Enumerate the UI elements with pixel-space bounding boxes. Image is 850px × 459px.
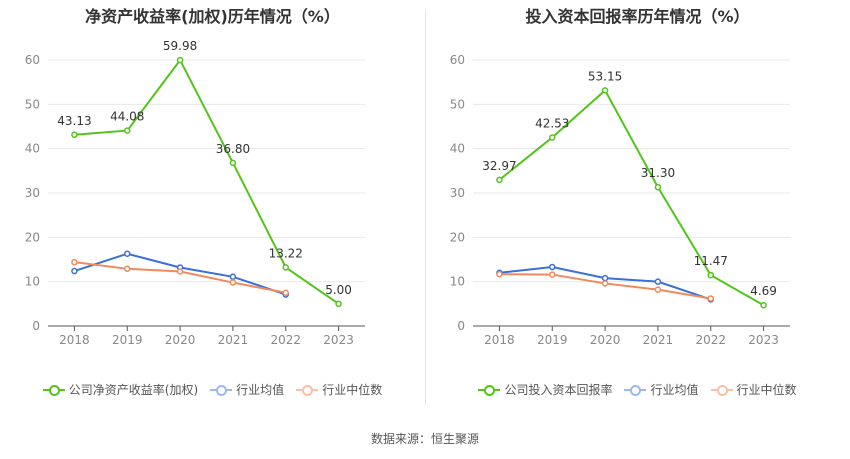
roe-chart-plot: 0 10 20 30 40 50 60 2018 2019 2020 2021 2022 2023 43.… — [25, 39, 365, 347]
data-point — [71, 267, 78, 275]
y-tick-label: 40 — [450, 142, 465, 156]
legend-swatch-company — [42, 384, 65, 396]
legend-swatch-industry-mean — [210, 384, 233, 396]
data-point — [335, 300, 342, 308]
x-tick-label: 2020 — [165, 333, 196, 347]
data-point — [229, 273, 237, 281]
data-point — [71, 131, 78, 139]
data-label: 32.97 — [482, 159, 516, 173]
legend-item-industry-median[interactable]: 行业中位数 — [710, 381, 797, 398]
y-tick-label: 30 — [25, 186, 40, 200]
legend-label: 行业均值 — [236, 383, 285, 397]
series-line — [498, 88, 765, 307]
data-label: 59.98 — [163, 39, 197, 53]
data-point — [124, 250, 131, 257]
data-point — [282, 264, 289, 271]
data-point — [549, 134, 556, 141]
x-tick-label: 2019 — [112, 333, 143, 347]
roe-chart-panel: 净资产收益率(加权)历年情况（%） 0 10 20 30 40 50 60 2018 2019 2… — [0, 0, 425, 410]
data-point — [124, 265, 131, 273]
data-point — [229, 159, 237, 167]
data-point — [654, 183, 662, 191]
data-point — [549, 263, 556, 271]
x-tick-label: 2021 — [643, 333, 674, 347]
data-point — [176, 56, 184, 64]
roic-chart-panel: 投入资本回报率历年情况（%） 0 10 20 30 40 50 60 2018 2019 2020… — [425, 0, 850, 410]
legend-item-industry-median[interactable]: 行业中位数 — [296, 381, 382, 398]
data-label: 11.47 — [694, 254, 728, 268]
data-label: 43.13 — [57, 114, 91, 128]
chart-title: 投入资本回报率历年情况（%） — [525, 7, 750, 26]
data-point — [654, 286, 662, 293]
data-point — [707, 295, 714, 302]
chart-title: 净资产收益率(加权)历年情况（%） — [85, 7, 340, 26]
legend-swatch-industry-median — [296, 384, 319, 396]
data-point — [760, 301, 767, 309]
x-tick-label: 2022 — [270, 333, 301, 347]
legend-item-industry-mean[interactable]: 行业均值 — [210, 381, 284, 398]
x-tick-label: 2018 — [59, 333, 90, 347]
legend-item-company[interactable]: 公司净资产收益率(加权) — [42, 381, 199, 398]
y-tick-label: 0 — [457, 319, 465, 333]
legend-item-industry-mean[interactable]: 行业均值 — [624, 381, 699, 398]
legend-swatch-industry-median — [710, 384, 733, 396]
data-point — [176, 268, 184, 275]
y-tick-label: 60 — [450, 53, 465, 67]
data-label: 5.00 — [325, 283, 352, 297]
data-point — [124, 127, 131, 134]
data-point — [282, 289, 289, 296]
data-point — [229, 279, 237, 286]
legend-label: 行业均值 — [650, 383, 699, 397]
data-point — [549, 271, 556, 278]
y-tick-label: 40 — [25, 142, 40, 156]
y-tick-label: 50 — [450, 97, 465, 111]
data-point — [601, 280, 609, 287]
x-tick-label: 2021 — [218, 333, 249, 347]
chart-legend: 公司投入资本回报率 行业均值 行业中位数 — [425, 381, 850, 398]
legend-label: 公司净资产收益率(加权) — [68, 383, 199, 397]
legend-swatch-industry-mean — [624, 384, 647, 396]
data-label: 31.30 — [641, 166, 675, 180]
data-point — [71, 258, 78, 266]
data-point — [601, 87, 609, 94]
y-tick-label: 50 — [25, 97, 40, 111]
data-point — [654, 278, 662, 285]
y-tick-label: 0 — [32, 319, 40, 333]
data-point — [601, 274, 609, 282]
y-tick-label: 30 — [450, 186, 465, 200]
data-point — [707, 271, 714, 279]
data-label: 53.15 — [588, 69, 622, 83]
data-source-note: 数据来源：恒生聚源 — [370, 432, 479, 446]
legend-item-company[interactable]: 公司投入资本回报率 — [478, 381, 612, 398]
data-point — [496, 176, 503, 184]
x-tick-label: 2023 — [748, 333, 779, 347]
legend-label: 行业中位数 — [322, 383, 383, 397]
x-tick-label: 2019 — [537, 333, 568, 347]
x-tick-label: 2023 — [323, 333, 354, 347]
y-tick-label: 60 — [25, 53, 40, 67]
data-label: 13.22 — [269, 246, 303, 260]
y-tick-label: 10 — [25, 275, 40, 289]
legend-label: 行业中位数 — [736, 383, 797, 397]
y-tick-label: 20 — [25, 230, 40, 244]
series-line — [74, 58, 340, 305]
chart-legend: 公司净资产收益率(加权) 行业均值 行业中位数 — [0, 381, 425, 398]
x-tick-label: 2018 — [484, 333, 515, 347]
legend-swatch-company — [478, 384, 501, 396]
data-label: 42.53 — [535, 116, 569, 130]
data-label: 36.80 — [216, 142, 250, 156]
panel-divider — [425, 10, 426, 405]
roic-chart-plot: 0 10 20 30 40 50 60 2018 2019 2020 2021 2022 2023 32.… — [450, 53, 790, 347]
data-label: 4.69 — [750, 284, 777, 298]
y-tick-label: 20 — [450, 230, 465, 244]
x-tick-label: 2020 — [590, 333, 621, 347]
y-tick-label: 10 — [450, 275, 465, 289]
data-label: 44.08 — [110, 110, 144, 124]
legend-label: 公司投入资本回报率 — [504, 383, 613, 397]
data-point — [496, 270, 503, 278]
x-tick-label: 2022 — [695, 333, 726, 347]
